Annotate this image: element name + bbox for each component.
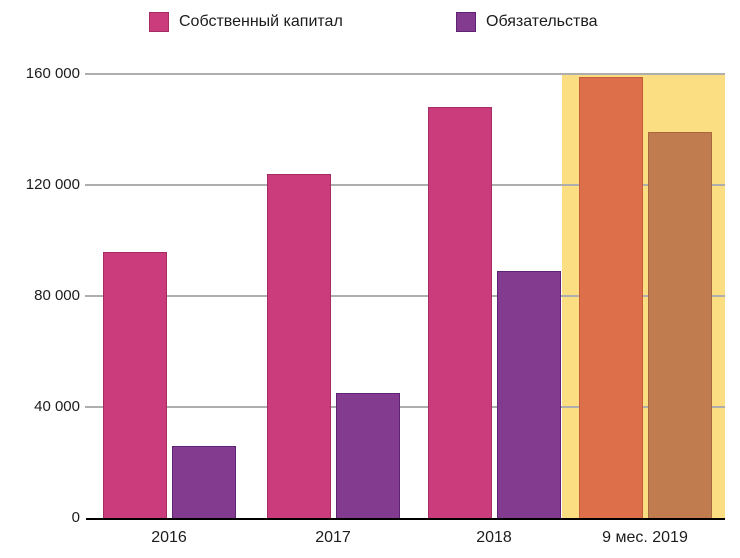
y-axis-tick-label: 160 000 bbox=[25, 65, 80, 82]
x-axis-line bbox=[86, 517, 725, 520]
gridline bbox=[85, 406, 725, 408]
bar-equity-2017 bbox=[266, 173, 331, 518]
bar-liabilities-9-2019 bbox=[647, 132, 712, 518]
legend-item-equity: Собственный капитал bbox=[149, 11, 343, 33]
gridline bbox=[85, 295, 725, 297]
y-axis-tick-label: 40 000 bbox=[34, 398, 80, 415]
equity-legend-label: Собственный капитал bbox=[179, 13, 343, 30]
gridline bbox=[85, 184, 725, 186]
gridline bbox=[85, 73, 725, 75]
bar-liabilities-2017 bbox=[335, 393, 400, 518]
bar-equity-2018 bbox=[427, 107, 492, 518]
bar-equity-2016 bbox=[102, 251, 167, 518]
y-axis-tick-label: 80 000 bbox=[34, 287, 80, 304]
bar-equity-9-2019 bbox=[578, 76, 643, 518]
equity-legend-swatch bbox=[149, 12, 169, 32]
x-axis-label: 9 мес. 2019 bbox=[602, 529, 688, 546]
liabilities-legend-swatch bbox=[456, 12, 476, 32]
x-axis-label: 2018 bbox=[476, 529, 512, 546]
x-axis-label: 2016 bbox=[151, 529, 187, 546]
liabilities-legend-label: Обязательства bbox=[486, 13, 598, 30]
y-axis-tick-label: 120 000 bbox=[25, 176, 80, 193]
bar-liabilities-2016 bbox=[171, 445, 236, 518]
legend-item-liabilities: Обязательства bbox=[456, 11, 598, 33]
bar-liabilities-2018 bbox=[496, 271, 561, 518]
y-axis-tick-label: 0 bbox=[71, 509, 80, 526]
x-axis-label: 2017 bbox=[315, 529, 351, 546]
